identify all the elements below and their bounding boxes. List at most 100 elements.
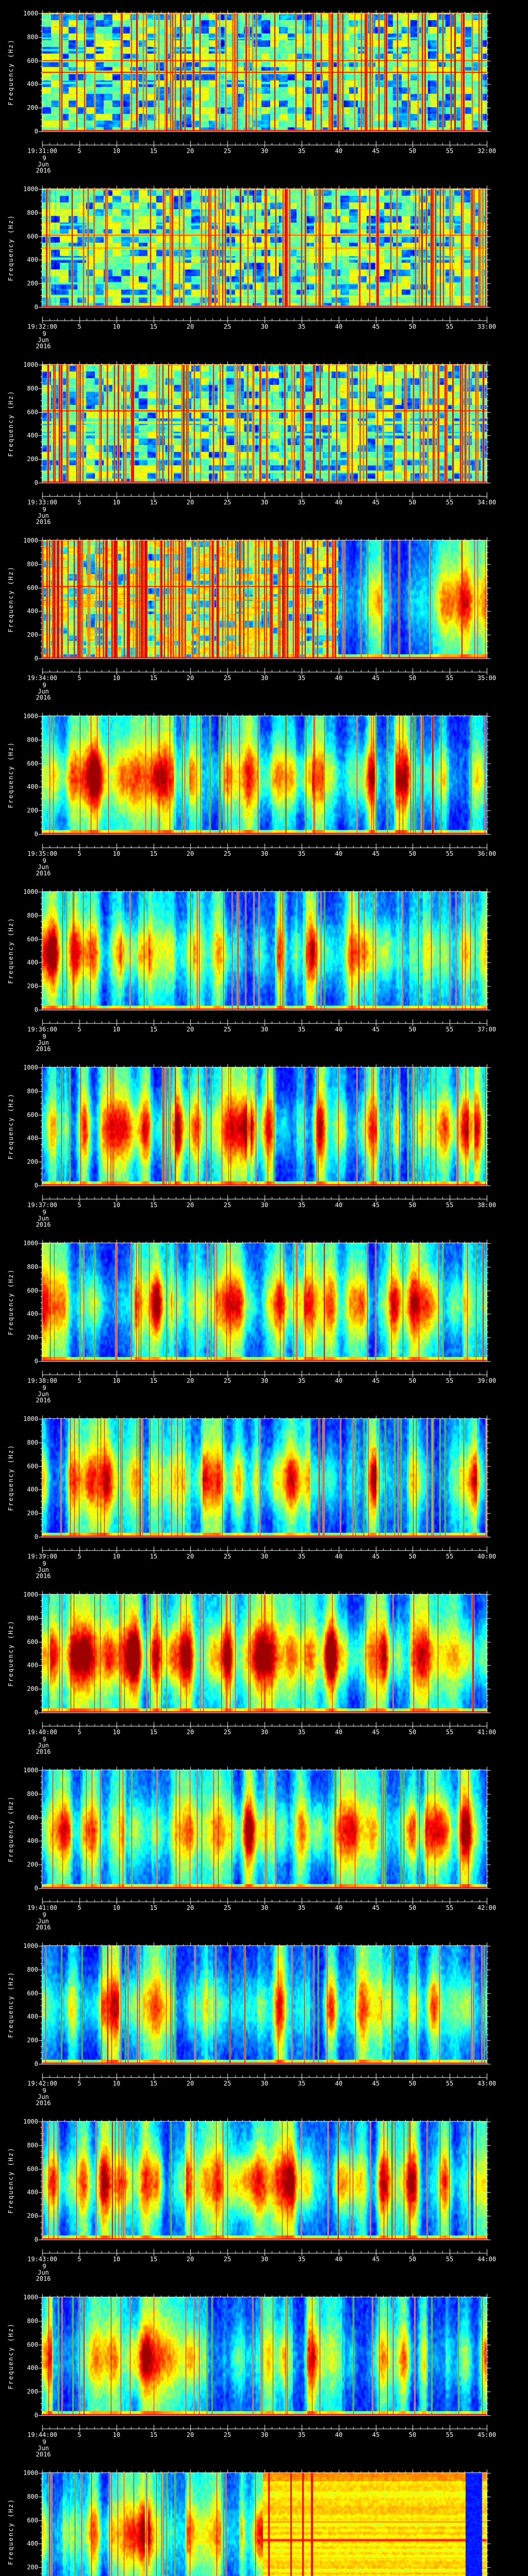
x-tick-label: 55 [446,1377,454,1384]
x-tick-label: 45 [372,2080,380,2087]
x-tick-label: 25 [223,1201,232,1209]
x-tick-label: 30 [260,1728,269,1736]
date-month-label: Jun [38,863,49,871]
x-tick-label: 20 [186,2431,194,2438]
y-axis-title: Frequency (Hz) [7,39,14,106]
date-day-label: 9 [42,330,46,337]
y-tick-label: 200 [27,1334,38,1341]
x-tick-label: 30 [260,2080,269,2087]
spectrogram-panel: Frequency (Hz) 19:41:00 42:00 9 Jun 2016… [0,1757,528,1933]
y-tick-label: 800 [27,1439,38,1446]
x-tick-label: 40 [335,674,343,682]
x-tick-label: 50 [408,674,417,682]
y-tick-label: 1000 [23,1942,38,1950]
y-axis-title: Frequency (Hz) [7,1620,14,1687]
y-tick-label: 0 [34,2412,38,2419]
x-tick-label: 25 [223,499,232,506]
x-tick-label: 45 [372,2256,380,2263]
y-tick-label: 0 [34,2060,38,2067]
x-tick-label: 30 [260,1904,269,1911]
x-tick-label: 10 [112,2080,121,2087]
x-axis-start-time-label: 19:40:00 [27,1728,57,1736]
date-month-label: Jun [38,2093,49,2100]
y-tick-label: 600 [27,1111,38,1118]
x-tick-label: 15 [150,1377,158,1384]
spectrogram-plot-canvas [0,1933,528,2108]
x-tick-label: 30 [260,2256,269,2263]
y-axis-title: Frequency (Hz) [7,917,14,984]
date-month-label: Jun [38,1742,49,1749]
x-tick-label: 5 [77,1728,81,1736]
x-axis-start-time-label: 19:33:00 [27,499,57,506]
x-tick-label: 15 [150,1553,158,1560]
x-tick-label: 5 [77,850,81,857]
x-tick-label: 35 [298,1553,306,1560]
spectrogram-panel: Frequency (Hz) 19:40:00 41:00 9 Jun 2016… [0,1581,528,1757]
date-year-label: 2016 [36,343,51,350]
y-tick-label: 600 [27,936,38,943]
date-month-label: Jun [38,336,49,344]
y-tick-label: 1000 [23,1415,38,1422]
x-tick-label: 55 [446,2256,454,2263]
x-tick-label: 20 [186,323,194,330]
x-tick-label: 15 [150,499,158,506]
x-tick-label: 5 [77,1904,81,1911]
x-tick-label: 25 [223,1728,232,1736]
y-tick-label: 200 [27,1158,38,1165]
x-tick-label: 55 [446,850,454,857]
x-tick-label: 30 [260,323,269,330]
x-axis-start-time-label: 19:41:00 [27,1904,57,1911]
y-tick-label: 1000 [23,2118,38,2125]
x-tick-label: 45 [372,1026,380,1033]
spectrogram-plot-canvas [0,1230,528,1405]
x-tick-label: 35 [298,1201,306,1209]
x-axis-start-time-label: 19:44:00 [27,2431,57,2438]
x-axis-end-time-label: 41:00 [477,1728,497,1736]
spectrogram-panel: Frequency (Hz) 19:43:00 44:00 9 Jun 2016… [0,2108,528,2284]
x-tick-label: 50 [408,1377,417,1384]
x-tick-label: 35 [298,499,306,506]
x-tick-label: 40 [335,147,343,155]
x-tick-label: 15 [150,323,158,330]
y-tick-label: 800 [27,1966,38,1973]
x-tick-label: 35 [298,1026,306,1033]
x-axis-start-time-label: 19:39:00 [27,1553,57,1560]
y-axis-title: Frequency (Hz) [7,1444,14,1511]
y-tick-label: 1000 [23,888,38,895]
y-tick-label: 200 [27,631,38,638]
date-day-label: 9 [42,1911,46,1919]
spectrogram-plot-canvas [0,1405,528,1581]
x-tick-label: 30 [260,1201,269,1209]
x-tick-label: 20 [186,1377,194,1384]
x-axis-start-time-label: 19:42:00 [27,2080,57,2087]
date-day-label: 9 [42,1033,46,1040]
y-tick-label: 600 [27,409,38,416]
x-tick-label: 15 [150,674,158,682]
date-year-label: 2016 [36,694,51,701]
x-tick-label: 5 [77,323,81,330]
x-tick-label: 55 [446,1904,454,1911]
x-tick-label: 40 [335,323,343,330]
spectrogram-panel: Frequency (Hz) 19:35:00 36:00 9 Jun 2016… [0,703,528,878]
x-tick-label: 45 [372,147,380,155]
x-tick-label: 30 [260,2431,269,2438]
date-day-label: 9 [42,506,46,513]
x-tick-label: 55 [446,1553,454,1560]
x-tick-label: 15 [150,850,158,857]
spectrogram-plot-canvas [0,1757,528,1933]
x-tick-label: 25 [223,1553,232,1560]
x-tick-label: 10 [112,850,121,857]
x-tick-label: 20 [186,1728,194,1736]
x-tick-label: 50 [408,1728,417,1736]
x-tick-label: 45 [372,1201,380,1209]
y-tick-label: 400 [27,1837,38,1844]
y-tick-label: 200 [27,1685,38,1692]
x-tick-label: 55 [446,674,454,682]
x-tick-label: 20 [186,1201,194,1209]
x-tick-label: 20 [186,1553,194,1560]
x-tick-label: 30 [260,147,269,155]
date-year-label: 2016 [36,2099,51,2107]
x-tick-label: 10 [112,1377,121,1384]
y-tick-label: 400 [27,2364,38,2371]
x-tick-label: 10 [112,499,121,506]
